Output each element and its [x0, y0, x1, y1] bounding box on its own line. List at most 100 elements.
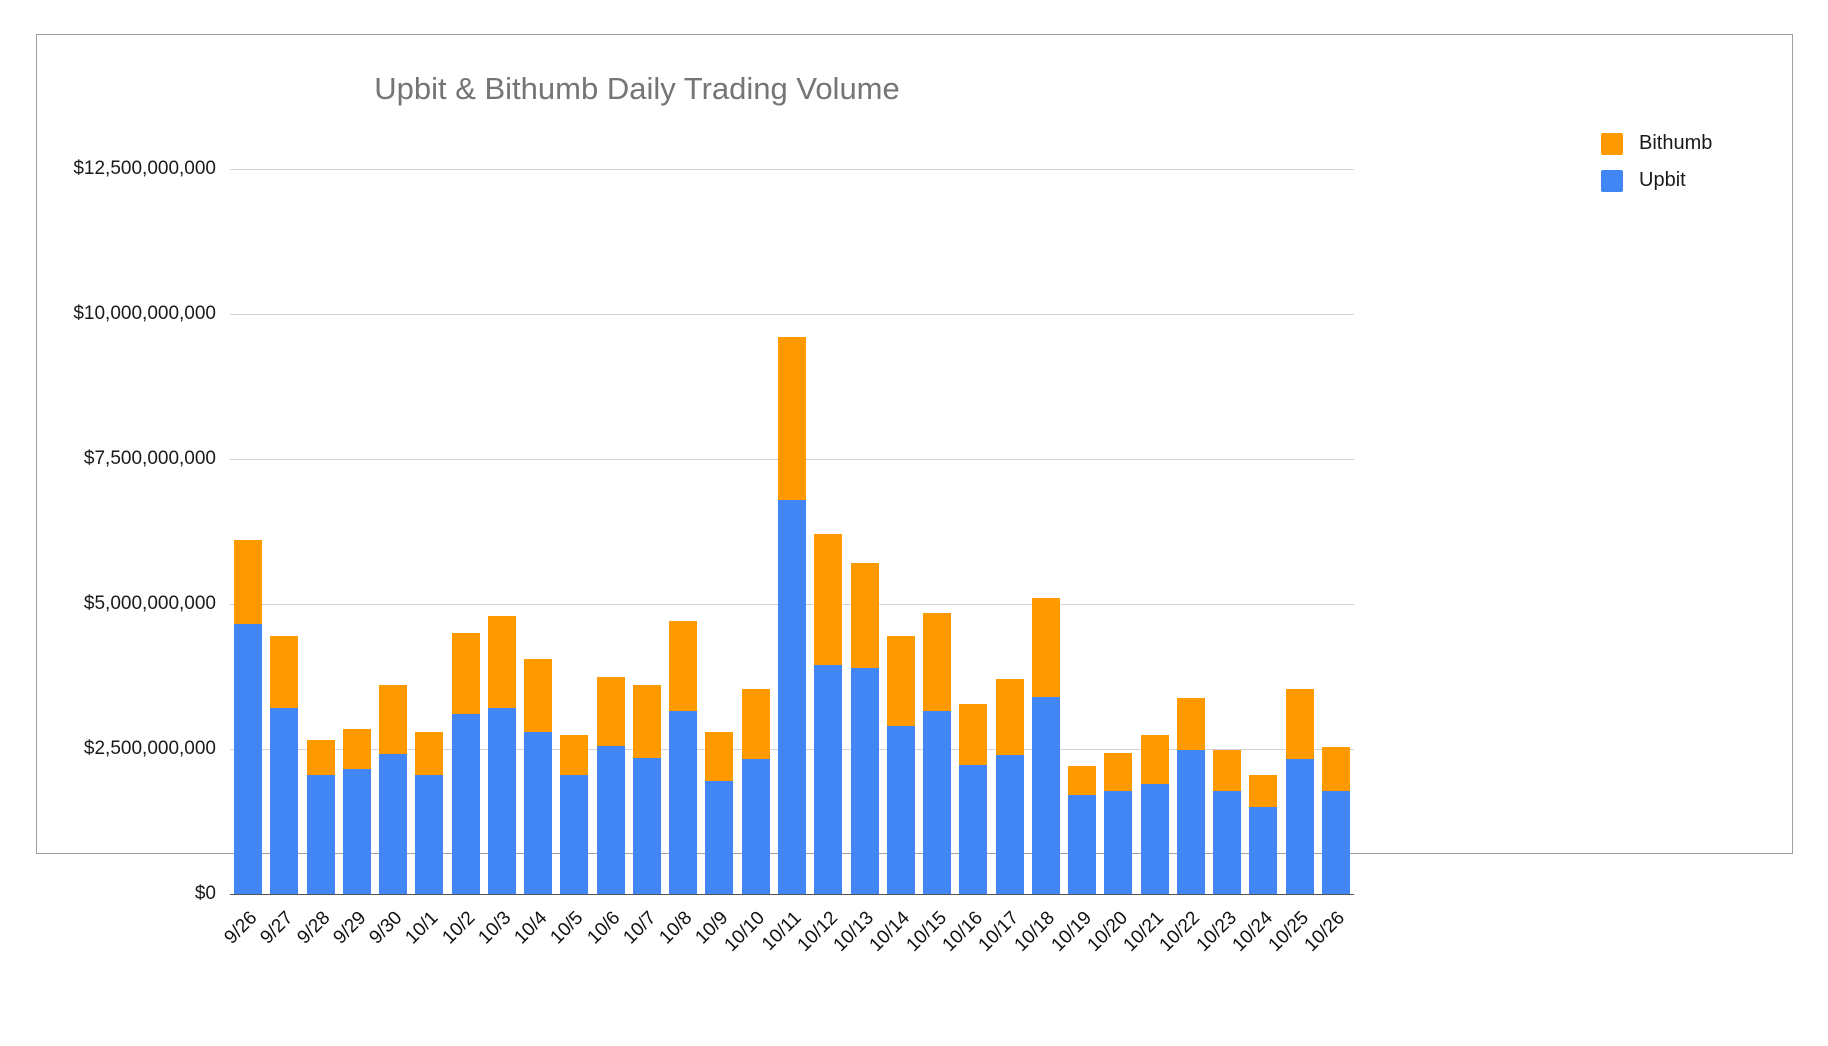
bar-segment-upbit[interactable] [632, 757, 661, 894]
bar-segment-upbit[interactable] [379, 753, 408, 894]
bar-segment-upbit[interactable] [1104, 790, 1133, 894]
bar-segment-bithumb[interactable] [306, 740, 335, 776]
bar-segment-upbit[interactable] [669, 711, 698, 894]
bar-segment-bithumb[interactable] [451, 633, 480, 715]
bar-segment-bithumb[interactable] [741, 689, 770, 759]
bar-segment-bithumb[interactable] [1068, 766, 1097, 796]
bar-group[interactable]: 10/16 [938, 169, 988, 956]
x-axis-tick-label: 10/6 [583, 907, 625, 949]
bar-segment-upbit[interactable] [524, 731, 553, 894]
bar-segment-bithumb[interactable] [234, 540, 262, 625]
bar-segment-bithumb[interactable] [270, 635, 299, 709]
bar-segment-bithumb[interactable] [524, 659, 553, 732]
bar-group[interactable]: 10/13 [829, 169, 879, 956]
bar-segment-upbit[interactable] [777, 499, 806, 894]
bar-segment-upbit[interactable] [1249, 807, 1278, 894]
legend-item-bithumb[interactable]: Bithumb [1601, 132, 1712, 155]
bar-segment-bithumb[interactable] [342, 728, 371, 770]
bar-segment-bithumb[interactable] [995, 679, 1024, 755]
bar-segment-upbit[interactable] [1285, 758, 1314, 894]
bar-segment-bithumb[interactable] [1249, 775, 1278, 807]
bar-group[interactable]: 10/22 [1156, 169, 1205, 956]
bar-segment-upbit[interactable] [814, 664, 843, 894]
bar-segment-upbit[interactable] [741, 758, 770, 894]
x-axis-tick-label: 10/26 [1300, 907, 1350, 956]
bar-segment-bithumb[interactable] [1176, 697, 1205, 751]
bar-group[interactable]: 10/25 [1265, 169, 1314, 956]
bar-segment-upbit[interactable] [1031, 696, 1060, 894]
bar-group[interactable]: 10/6 [583, 169, 625, 948]
bar-group[interactable]: 10/18 [1011, 169, 1060, 956]
bar-group[interactable]: 10/5 [547, 169, 589, 948]
bar-group[interactable]: 10/19 [1047, 169, 1097, 956]
bar-series-container: 9/26 9/27 9/28 9/29 9/30 10/1 10/2 10/3 10/4 10/5… [220, 169, 1354, 956]
bar-segment-upbit[interactable] [342, 769, 371, 894]
bar-group[interactable]: 10/20 [1083, 169, 1133, 956]
bar-group[interactable]: 10/17 [975, 169, 1024, 956]
bar-segment-upbit[interactable] [596, 746, 625, 894]
bar-group[interactable]: 10/11 [758, 169, 806, 955]
bar-segment-bithumb[interactable] [1213, 750, 1242, 791]
bar-segment-upbit[interactable] [560, 775, 589, 894]
bar-group[interactable]: 10/24 [1228, 169, 1278, 956]
bar-group[interactable]: 9/26 [220, 169, 262, 948]
bar-segment-upbit[interactable] [487, 708, 516, 894]
bar-segment-bithumb[interactable] [1285, 689, 1314, 759]
bar-segment-upbit[interactable] [234, 624, 262, 894]
bar-segment-bithumb[interactable] [1104, 753, 1133, 791]
bar-group[interactable]: 10/2 [438, 169, 480, 948]
bar-segment-upbit[interactable] [1321, 790, 1350, 894]
bar-group[interactable]: 10/7 [619, 169, 661, 948]
bar-segment-bithumb[interactable] [850, 563, 879, 668]
bar-group[interactable]: 10/26 [1301, 169, 1350, 956]
bar-segment-upbit[interactable] [1068, 795, 1097, 894]
bar-group[interactable]: 10/21 [1120, 169, 1169, 956]
bar-group[interactable]: 10/23 [1192, 169, 1242, 956]
bar-segment-upbit[interactable] [415, 775, 444, 894]
bar-segment-bithumb[interactable] [923, 612, 952, 712]
bar-segment-upbit[interactable] [1140, 783, 1169, 894]
bar-segment-bithumb[interactable] [487, 615, 516, 709]
bar-segment-upbit[interactable] [705, 780, 734, 894]
bar-segment-bithumb[interactable] [705, 731, 734, 781]
bar-group[interactable]: 10/1 [402, 169, 444, 948]
bar-group[interactable]: 10/15 [902, 169, 952, 956]
bar-group[interactable]: 9/29 [329, 169, 371, 948]
bar-group[interactable]: 10/4 [511, 169, 553, 948]
bar-group[interactable]: 10/9 [692, 169, 734, 948]
legend-swatch-icon [1601, 169, 1623, 192]
bar-segment-upbit[interactable] [886, 725, 915, 894]
bar-segment-bithumb[interactable] [560, 734, 589, 776]
bar-segment-upbit[interactable] [995, 754, 1024, 894]
bar-group[interactable]: 10/3 [474, 169, 516, 948]
bar-segment-bithumb[interactable] [632, 685, 661, 758]
bar-segment-upbit[interactable] [1176, 750, 1205, 894]
bar-segment-bithumb[interactable] [886, 635, 915, 726]
bar-segment-upbit[interactable] [1213, 790, 1242, 894]
bar-segment-upbit[interactable] [270, 708, 299, 894]
bar-segment-upbit[interactable] [850, 667, 879, 894]
legend-item-upbit[interactable]: Upbit [1601, 169, 1712, 192]
bar-group[interactable]: 10/12 [793, 169, 843, 956]
bar-segment-bithumb[interactable] [415, 731, 444, 776]
bar-group[interactable]: 10/14 [866, 169, 915, 956]
bar-segment-upbit[interactable] [959, 764, 988, 894]
bar-group[interactable]: 9/30 [365, 169, 408, 948]
bar-segment-bithumb[interactable] [814, 534, 843, 665]
bar-segment-upbit[interactable] [306, 775, 335, 894]
bar-segment-bithumb[interactable] [596, 676, 625, 747]
bar-segment-bithumb[interactable] [379, 685, 408, 754]
bar-group[interactable]: 10/10 [721, 169, 770, 956]
bar-group[interactable]: 10/8 [656, 169, 698, 948]
bar-segment-bithumb[interactable] [777, 337, 806, 500]
bar-group[interactable]: 9/27 [257, 169, 299, 948]
bar-segment-upbit[interactable] [451, 714, 480, 894]
bar-segment-bithumb[interactable] [1140, 734, 1169, 784]
bar-segment-upbit[interactable] [923, 711, 952, 894]
bar-segment-bithumb[interactable] [1321, 747, 1350, 791]
bar-segment-bithumb[interactable] [1031, 598, 1060, 697]
bar-group[interactable]: 9/28 [293, 169, 335, 948]
bar-segment-bithumb[interactable] [669, 621, 698, 712]
bar-segment-bithumb[interactable] [959, 703, 988, 765]
chart-card: Upbit & Bithumb Daily Trading Volume $12… [36, 34, 1793, 956]
